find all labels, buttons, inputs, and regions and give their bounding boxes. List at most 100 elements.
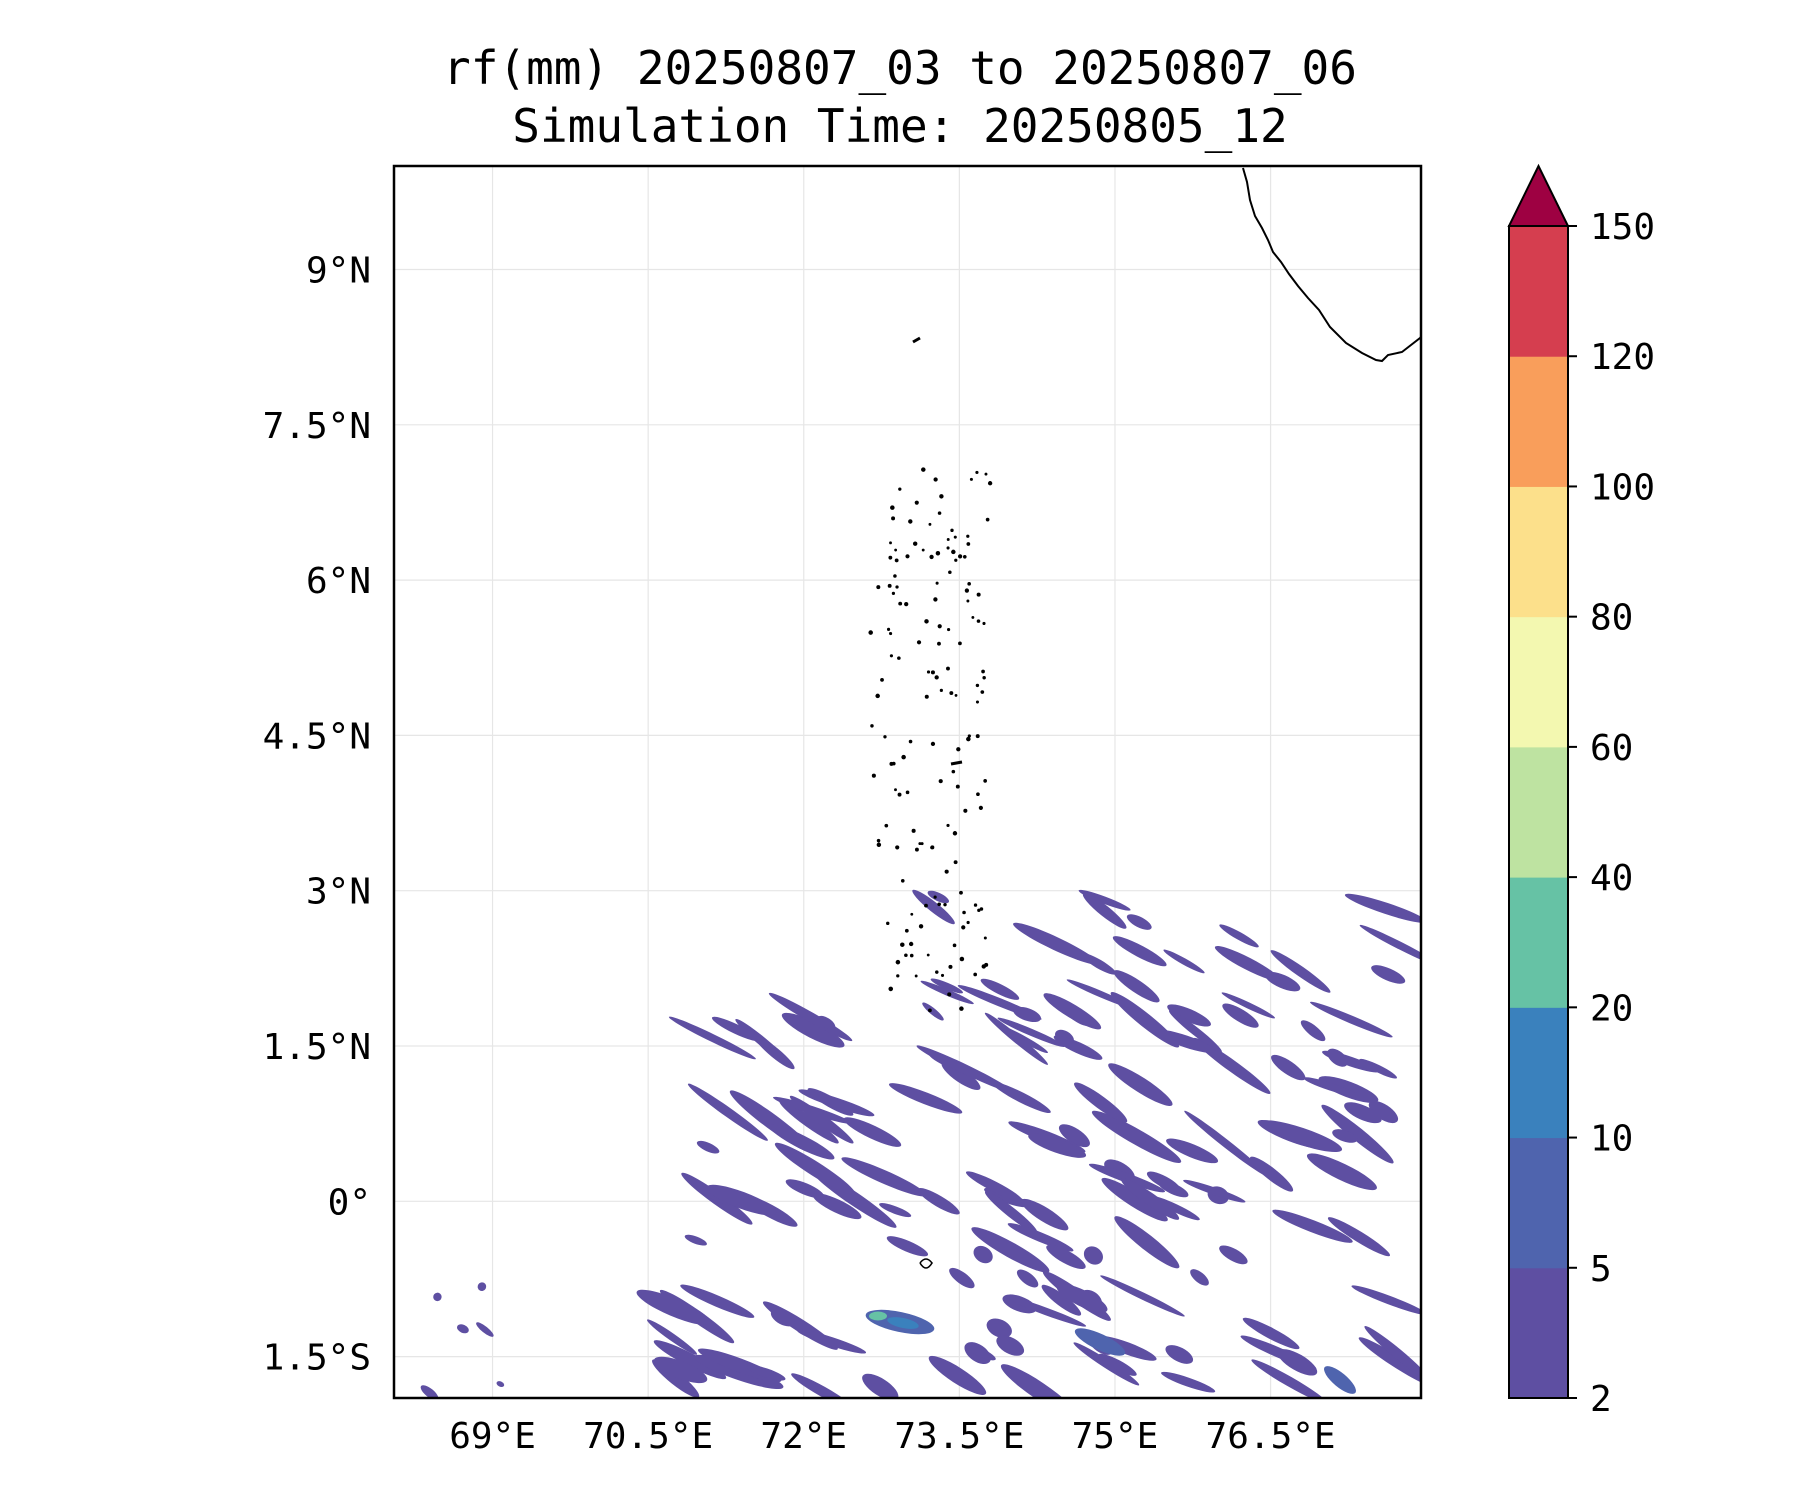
rain-patch bbox=[1277, 1349, 1318, 1376]
rain-patch bbox=[762, 1301, 838, 1350]
y-tick-label: 7.5°N bbox=[263, 406, 371, 447]
rain-patch bbox=[1161, 1371, 1216, 1393]
colorbar-tick-label: 40 bbox=[1590, 858, 1633, 899]
island-dot bbox=[978, 805, 983, 810]
islands bbox=[868, 336, 993, 1269]
rain-patch bbox=[746, 1365, 786, 1381]
rain-patch bbox=[912, 889, 955, 925]
island-dot bbox=[895, 959, 901, 965]
island-dot bbox=[975, 683, 980, 688]
island-dot bbox=[971, 615, 975, 619]
y-tick-label: 1.5°S bbox=[263, 1338, 371, 1379]
island-dot bbox=[948, 964, 953, 969]
rain-patch bbox=[797, 1329, 867, 1354]
colorbar-segment bbox=[1509, 1267, 1568, 1399]
island-dot bbox=[908, 519, 913, 524]
rain-patch bbox=[1091, 1110, 1182, 1164]
island-dot bbox=[894, 558, 899, 563]
island-dot bbox=[914, 974, 918, 978]
island-addu bbox=[919, 1258, 933, 1269]
rain-patch bbox=[984, 1191, 1038, 1234]
rain-patch bbox=[817, 1015, 836, 1030]
island-dot bbox=[955, 784, 960, 789]
rain-patch bbox=[1271, 1054, 1306, 1081]
island-dot bbox=[916, 640, 922, 645]
island-dot bbox=[959, 956, 965, 962]
rain-patch bbox=[1358, 1337, 1421, 1387]
rain-patch bbox=[917, 1188, 960, 1215]
rain-patch bbox=[1028, 1133, 1087, 1158]
rain-patch bbox=[1168, 1010, 1222, 1053]
island-dot bbox=[887, 583, 892, 588]
island-dot bbox=[930, 741, 936, 747]
rain-patch bbox=[1078, 889, 1131, 911]
island-male bbox=[950, 760, 963, 766]
rain-patch bbox=[916, 1045, 1014, 1093]
island-dot bbox=[937, 624, 942, 629]
rain-patch bbox=[1310, 1001, 1393, 1038]
rain-patch bbox=[1306, 1153, 1377, 1191]
island-dot bbox=[909, 953, 914, 958]
colorbar-tick-label: 5 bbox=[1590, 1249, 1612, 1290]
island-dot bbox=[930, 845, 935, 850]
island-dot bbox=[904, 601, 909, 607]
colorbar-segment bbox=[1509, 616, 1568, 748]
rain-patch bbox=[920, 980, 974, 1005]
island-dot bbox=[924, 903, 928, 908]
island-dot bbox=[905, 790, 910, 795]
island-dot bbox=[914, 847, 919, 852]
island-dot bbox=[975, 470, 979, 475]
island-dot bbox=[888, 631, 893, 636]
island-dot bbox=[976, 792, 980, 797]
island-dot bbox=[908, 739, 913, 744]
island-dot bbox=[937, 641, 941, 646]
rain-patch bbox=[755, 1036, 795, 1070]
island-dot bbox=[939, 494, 944, 499]
coastline-india bbox=[1242, 167, 1421, 363]
rain-patch bbox=[1098, 1353, 1137, 1376]
island-dot bbox=[898, 487, 902, 491]
rain-patch bbox=[1058, 1124, 1090, 1148]
island-dot bbox=[969, 477, 973, 481]
colorbar-segment bbox=[1509, 1007, 1568, 1139]
rain-patch bbox=[1344, 893, 1421, 923]
rain-patch bbox=[971, 1227, 1050, 1273]
rain-patch bbox=[1270, 950, 1331, 993]
island-dot bbox=[921, 467, 926, 472]
island-dot bbox=[966, 920, 970, 925]
rain-patch bbox=[433, 1292, 442, 1302]
colorbar-tick-label: 60 bbox=[1590, 728, 1633, 769]
rain-patch bbox=[477, 1282, 487, 1291]
rain-patch bbox=[647, 1319, 698, 1355]
island-dot bbox=[895, 845, 900, 850]
rain-patch bbox=[1013, 922, 1099, 965]
island-dot bbox=[875, 693, 880, 699]
rain-patch bbox=[1155, 1029, 1216, 1053]
rain-patch bbox=[922, 1002, 944, 1021]
rain-patch bbox=[1020, 1198, 1069, 1231]
island-dot bbox=[924, 694, 929, 699]
colorbar-tick-label: 10 bbox=[1590, 1119, 1633, 1160]
island-dot bbox=[889, 654, 893, 658]
island-dot bbox=[937, 511, 942, 515]
island-dot bbox=[894, 548, 898, 552]
rain-patch bbox=[886, 1236, 929, 1257]
y-tick-label: 6°N bbox=[306, 561, 371, 602]
island-dot bbox=[900, 878, 905, 883]
island-dot bbox=[926, 953, 930, 957]
rain-patch bbox=[841, 1157, 927, 1197]
rain-patch bbox=[843, 1117, 902, 1147]
rain-patch bbox=[789, 1095, 854, 1144]
rain-patch bbox=[1219, 924, 1259, 948]
y-tick-label: 3°N bbox=[306, 872, 371, 913]
colorbar: 2 5 10 20 40 60 80 100 120 150 bbox=[1507, 163, 1655, 1420]
island-dot bbox=[951, 769, 956, 774]
rain-patch bbox=[862, 1373, 899, 1398]
island-dot bbox=[954, 694, 958, 697]
rain-patch bbox=[1321, 1104, 1394, 1164]
island-dot bbox=[890, 505, 895, 510]
rain-patch bbox=[964, 1344, 996, 1361]
island-dot bbox=[870, 724, 874, 728]
rain-patch bbox=[668, 1016, 756, 1060]
